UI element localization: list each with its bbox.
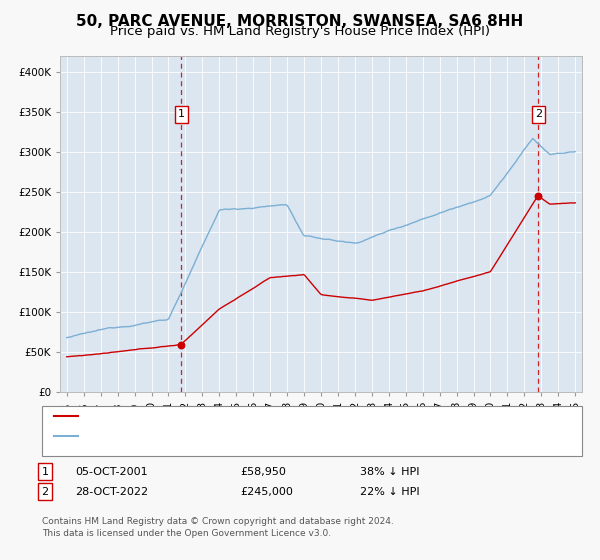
Text: 22% ↓ HPI: 22% ↓ HPI	[360, 487, 419, 497]
Text: 38% ↓ HPI: 38% ↓ HPI	[360, 466, 419, 477]
Text: 2: 2	[535, 109, 542, 119]
Text: 1: 1	[41, 466, 49, 477]
Text: £58,950: £58,950	[240, 466, 286, 477]
Text: 05-OCT-2001: 05-OCT-2001	[75, 466, 148, 477]
Text: HPI: Average price, detached house, Swansea: HPI: Average price, detached house, Swan…	[87, 431, 343, 441]
Point	[533, 192, 543, 200]
Text: Contains HM Land Registry data © Crown copyright and database right 2024.: Contains HM Land Registry data © Crown c…	[42, 517, 394, 526]
Text: 50, PARC AVENUE, MORRISTON, SWANSEA, SA6 8HH (detached house): 50, PARC AVENUE, MORRISTON, SWANSEA, SA6…	[87, 411, 481, 421]
Text: £245,000: £245,000	[240, 487, 293, 497]
Text: Price paid vs. HM Land Registry's House Price Index (HPI): Price paid vs. HM Land Registry's House …	[110, 25, 490, 38]
Text: 1: 1	[178, 109, 185, 119]
Point	[176, 340, 186, 349]
Text: 28-OCT-2022: 28-OCT-2022	[75, 487, 148, 497]
Text: This data is licensed under the Open Government Licence v3.0.: This data is licensed under the Open Gov…	[42, 529, 331, 538]
Text: 50, PARC AVENUE, MORRISTON, SWANSEA, SA6 8HH: 50, PARC AVENUE, MORRISTON, SWANSEA, SA6…	[76, 14, 524, 29]
Text: 2: 2	[41, 487, 49, 497]
